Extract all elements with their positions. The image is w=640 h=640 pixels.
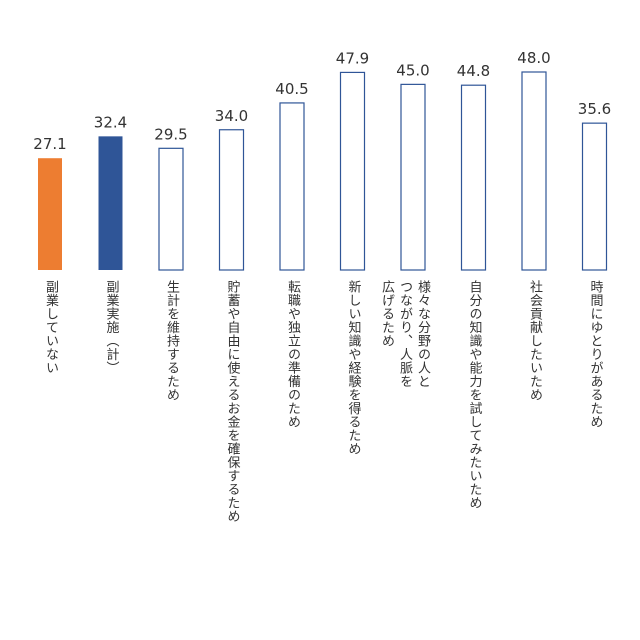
value-label-7: 45.0: [396, 61, 429, 79]
value-label-5: 40.5: [275, 80, 308, 98]
bar-3: [158, 147, 184, 271]
category-label-5: 転職や独立の準備のため: [285, 280, 300, 429]
bar-7: [400, 83, 426, 271]
category-label-2: 副業実施（計）: [103, 280, 119, 375]
bar-8: [460, 84, 487, 271]
bar-1: [38, 158, 62, 270]
value-label-2: 32.4: [94, 113, 127, 131]
category-label-10: 時間にゆとりがあるため: [587, 280, 603, 429]
bar-10: [581, 122, 608, 271]
category-label-6: 新しい知識や経験を得るため: [345, 280, 361, 456]
category-label-9: 社会貢献したいため: [527, 280, 542, 402]
category-label-1: 副業していない: [43, 280, 58, 375]
category-label-4: 貯蓄や自由に使えるお金を確保するため: [224, 280, 240, 523]
value-label-3: 29.5: [154, 125, 187, 143]
value-label-10: 35.6: [578, 100, 611, 118]
bar-2: [98, 136, 123, 270]
value-label-6: 47.9: [336, 49, 369, 67]
bar-5: [279, 102, 305, 271]
bar-9: [521, 71, 547, 271]
value-label-8: 44.8: [457, 62, 490, 80]
bar-4: [218, 129, 245, 271]
category-label-7: 様々な分野の人とつながり、人脈を広げるため: [379, 280, 430, 388]
bar-6: [339, 71, 366, 271]
value-label-9: 48.0: [517, 49, 550, 67]
value-label-4: 34.0: [215, 107, 248, 125]
category-label-3: 生計を維持するため: [164, 280, 179, 402]
category-label-8: 自分の知識や能力を試してみたいため: [466, 280, 482, 510]
value-label-1: 27.1: [33, 135, 66, 153]
